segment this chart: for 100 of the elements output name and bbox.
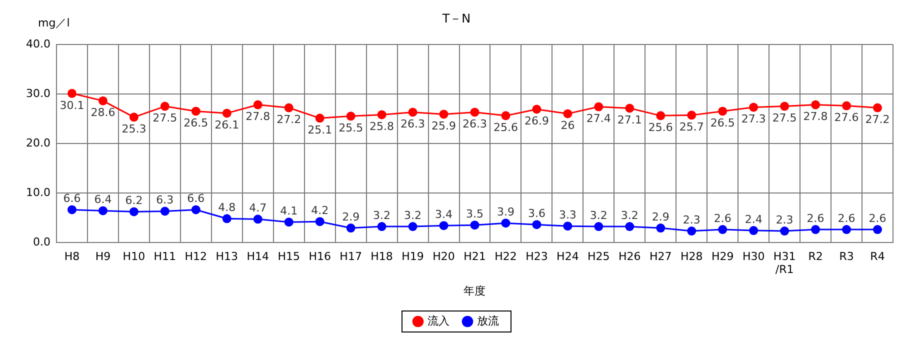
point [408, 222, 418, 232]
data-label: 3.2 [404, 208, 422, 222]
point [253, 214, 262, 224]
data-label: 26.3 [462, 118, 487, 131]
point [315, 217, 324, 226]
data-label: 6.6 [63, 192, 81, 206]
data-label: 28.6 [90, 106, 116, 120]
point [780, 102, 790, 111]
data-label: 25.6 [648, 121, 673, 134]
point [222, 214, 232, 224]
data-label: 27.8 [246, 110, 270, 124]
data-label: 27.1 [617, 114, 642, 127]
data-label: 26 [560, 119, 575, 132]
point [191, 205, 200, 214]
data-label: 2.9 [342, 210, 360, 224]
point [470, 108, 480, 117]
point [501, 218, 510, 228]
x-tick-label: H26 [618, 250, 641, 263]
x-tick-label: H31/R1 [773, 250, 796, 276]
point [718, 225, 728, 234]
y-tick-label: 40.0 [26, 37, 50, 50]
y-tick-label: 20.0 [26, 136, 50, 150]
data-label: 3.2 [620, 208, 638, 222]
data-label: 25.7 [679, 120, 704, 134]
data-label: 3.4 [435, 208, 453, 221]
point [625, 104, 634, 113]
y-tick-label: 10.0 [26, 186, 50, 199]
x-tick-label: H23 [526, 250, 548, 263]
point [780, 226, 790, 236]
data-label: 2.3 [776, 213, 794, 226]
point [315, 114, 324, 123]
point [98, 206, 108, 216]
data-label: 4.7 [249, 201, 267, 214]
x-tick-label: H21 [464, 250, 486, 263]
point [67, 205, 76, 214]
point [284, 103, 294, 112]
data-label: 2.3 [682, 213, 700, 226]
x-tick-label: R2 [808, 250, 823, 263]
data-label: 27.8 [803, 110, 828, 124]
data-label: 27.2 [865, 113, 890, 126]
x-tick-label: R4 [870, 250, 885, 263]
x-tick-label: H14 [246, 250, 270, 263]
point [501, 111, 510, 120]
data-label: 25.1 [308, 124, 332, 137]
point [377, 110, 386, 120]
point [718, 106, 728, 116]
data-label: 25.5 [338, 122, 364, 135]
data-label: 2.9 [652, 210, 670, 224]
x-tick-label: H12 [184, 250, 208, 263]
point [532, 104, 542, 114]
point [129, 207, 138, 216]
x-axis-title: 年度 [464, 284, 486, 298]
data-label: 27.2 [276, 113, 302, 126]
data-label: 6.4 [94, 193, 112, 206]
point [346, 224, 356, 233]
x-tick-label: H29 [711, 250, 734, 263]
legend-label: 流入 [428, 314, 450, 328]
data-label: 2.6 [714, 212, 732, 225]
chart-title: T－N [441, 11, 471, 26]
point [656, 111, 666, 120]
x-tick-label: H9 [95, 250, 111, 263]
data-label: 2.6 [868, 212, 886, 225]
point [749, 226, 758, 236]
x-tick-label: H10 [122, 250, 146, 263]
x-tick-label: H8 [64, 250, 80, 263]
point [811, 225, 820, 234]
y-tick-label: 0.0 [32, 235, 50, 248]
point [625, 222, 634, 232]
point [594, 222, 604, 232]
data-label: 2.4 [744, 212, 762, 226]
point [129, 112, 138, 122]
data-label: 6.2 [125, 194, 143, 208]
point [563, 109, 572, 118]
data-label: 6.6 [187, 192, 205, 206]
point [842, 225, 852, 234]
point [811, 100, 820, 110]
data-label: 26.3 [400, 118, 426, 131]
x-tick-label: H24 [556, 250, 579, 263]
data-label: 27.5 [772, 112, 797, 125]
point [160, 102, 170, 111]
point [532, 220, 542, 230]
data-label: 27.6 [834, 111, 859, 124]
data-label: 27.5 [152, 112, 178, 125]
x-tick-label: H16 [308, 250, 331, 263]
point [687, 110, 696, 120]
x-tick-label: H19 [402, 250, 424, 263]
data-label: 25.8 [370, 120, 394, 134]
point [594, 102, 604, 112]
data-label: 2.6 [806, 212, 824, 225]
x-tick-label: H20 [432, 250, 455, 263]
y-tick-label: 30.0 [26, 86, 50, 100]
point [191, 106, 200, 116]
point [470, 220, 480, 230]
point [749, 102, 758, 112]
data-label: 25.3 [122, 122, 146, 136]
x-tick-label: H27 [649, 250, 672, 263]
point [253, 100, 262, 110]
x-tick-label: H13 [216, 250, 238, 263]
point [873, 225, 882, 234]
point [439, 221, 448, 230]
